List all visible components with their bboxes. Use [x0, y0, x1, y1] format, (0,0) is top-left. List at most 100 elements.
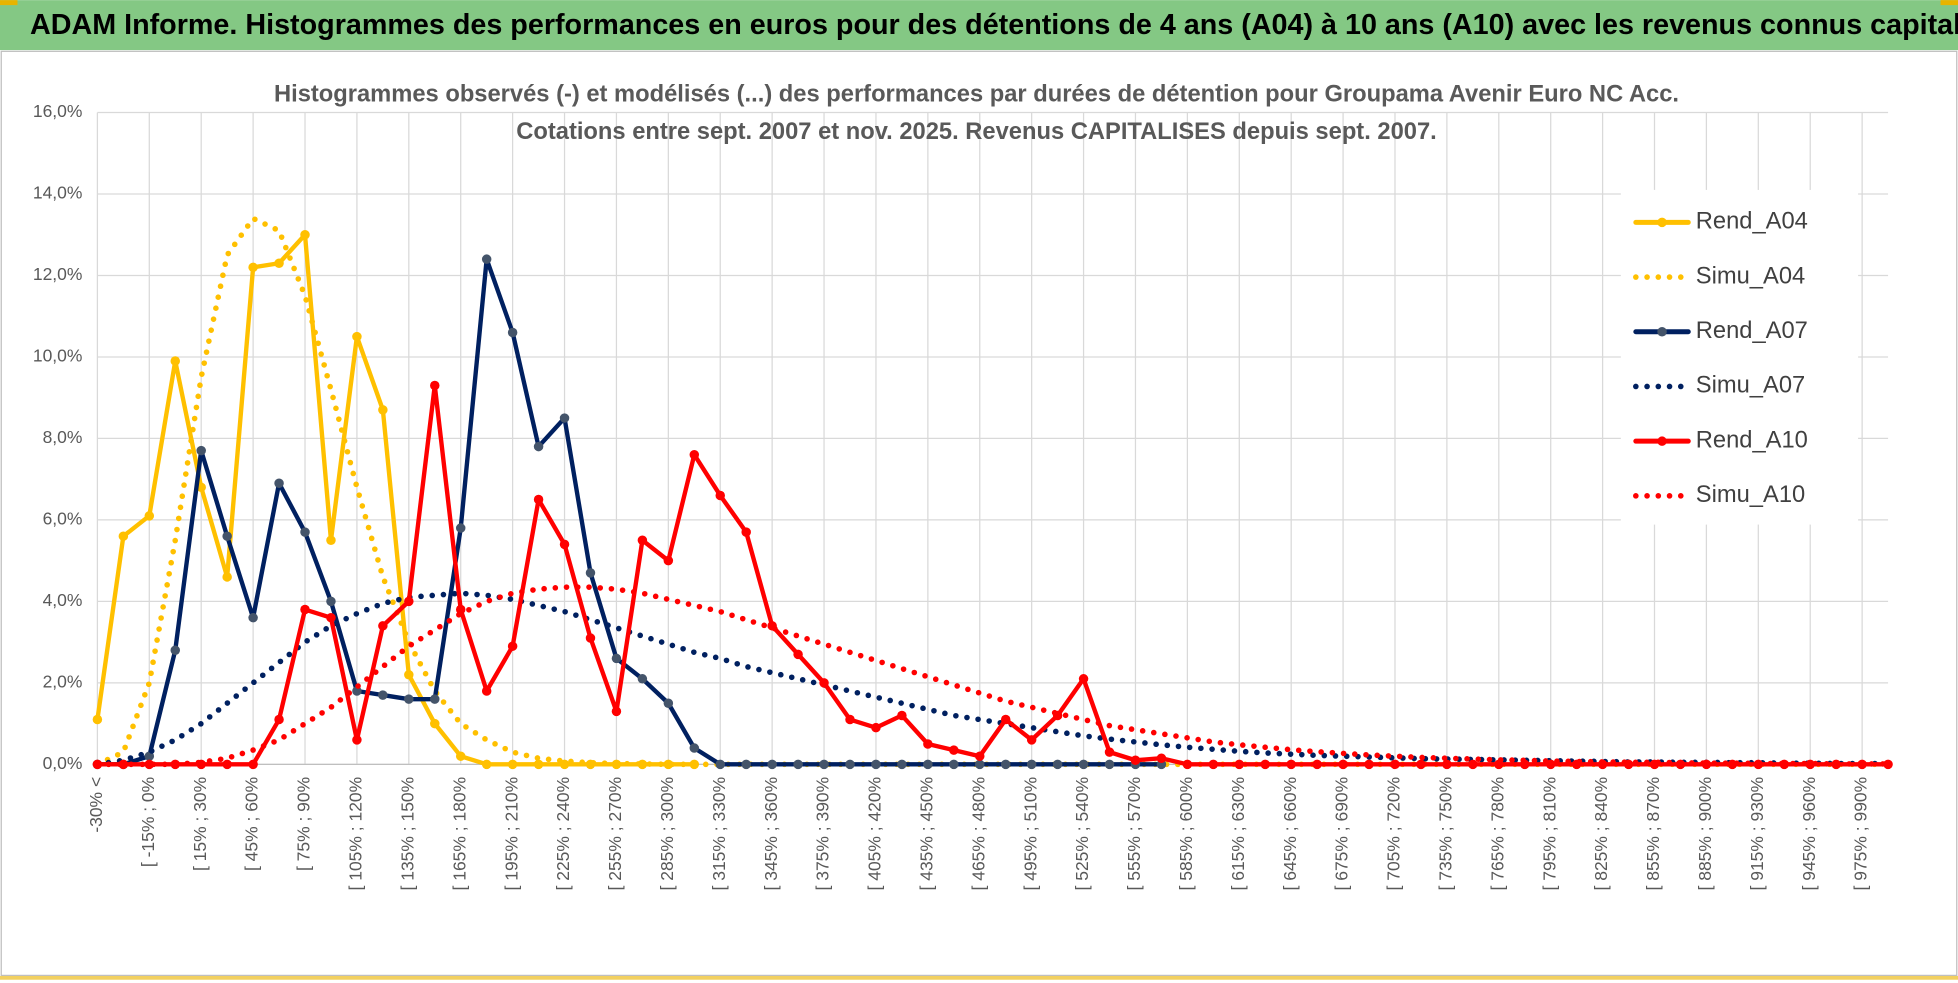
point — [92, 714, 103, 725]
x-tick-label: [ 135% ; 150% — [397, 777, 417, 891]
point — [1883, 759, 1893, 770]
y-tick-label: 14,0% — [33, 183, 83, 203]
legend-marker — [1657, 217, 1667, 228]
point — [1026, 759, 1037, 770]
point — [1000, 714, 1011, 725]
point — [170, 645, 181, 656]
x-tick-label: [ 105% ; 120% — [346, 777, 366, 891]
x-tick-label: [ 495% ; 510% — [1020, 777, 1040, 891]
y-tick-label: 16,0% — [33, 101, 83, 121]
point — [871, 722, 881, 733]
x-tick-label: [ 675% ; 690% — [1332, 777, 1352, 891]
point — [1260, 759, 1270, 770]
point — [559, 413, 570, 423]
point — [1000, 759, 1011, 770]
point — [248, 262, 258, 273]
point — [196, 445, 206, 456]
point — [378, 621, 388, 631]
point — [715, 759, 725, 770]
point — [871, 759, 881, 770]
point — [1026, 735, 1037, 745]
point — [1208, 759, 1219, 770]
y-tick-label: 2,0% — [43, 671, 83, 691]
point — [274, 258, 284, 268]
point — [222, 531, 232, 541]
point — [274, 714, 284, 725]
x-tick-label: [ -15% ; 0% — [138, 777, 158, 867]
point — [1364, 759, 1374, 770]
x-tick-label: [ 735% ; 750% — [1436, 777, 1456, 891]
x-tick-label: [ 915% ; 930% — [1747, 777, 1767, 891]
x-tick-label: [ 945% ; 960% — [1799, 777, 1819, 891]
point — [507, 641, 518, 651]
x-tick-label: [ 615% ; 630% — [1228, 777, 1248, 891]
point — [793, 649, 803, 660]
point — [404, 669, 414, 680]
point — [819, 759, 829, 770]
point — [715, 490, 725, 501]
point — [248, 759, 258, 770]
point — [1182, 759, 1193, 770]
legend-marker — [1657, 436, 1667, 446]
point — [897, 759, 907, 770]
legend-label: Rend_A07 — [1696, 318, 1808, 344]
point — [352, 331, 362, 342]
x-tick-label: [ 45% ; 60% — [242, 777, 262, 871]
x-tick-label: [ 765% ; 780% — [1487, 777, 1507, 891]
point — [300, 604, 310, 615]
y-tick-label: 12,0% — [33, 264, 83, 284]
point — [1442, 759, 1452, 770]
series — [94, 584, 1891, 768]
legend: Rend_A04 Simu_A04 Rend_A07 Simu_A07 Rend_A10… — [1620, 189, 1859, 525]
legend-label: Simu_A04 — [1696, 263, 1805, 289]
point — [975, 751, 985, 761]
observed-line — [95, 383, 1891, 767]
x-tick-label: [ 645% ; 660% — [1280, 777, 1300, 891]
point — [455, 523, 466, 533]
point — [533, 759, 544, 770]
point — [481, 686, 492, 696]
corner — [0, 0, 18, 6]
point — [507, 327, 518, 338]
point — [144, 511, 155, 521]
x-tick-label: [ 435% ; 450% — [916, 777, 936, 891]
point — [222, 572, 232, 582]
point — [1234, 759, 1245, 770]
point — [326, 596, 336, 607]
point — [300, 229, 310, 240]
point — [611, 653, 622, 664]
point — [949, 745, 959, 755]
point — [1104, 747, 1115, 757]
point — [585, 568, 596, 578]
point — [1545, 759, 1556, 770]
point — [1156, 753, 1167, 763]
point — [637, 674, 648, 684]
x-tick-label: [ 855% ; 870% — [1643, 777, 1663, 891]
y-tick-label: 10,0% — [33, 346, 83, 366]
point — [663, 555, 674, 566]
point — [1390, 759, 1400, 770]
point — [1805, 759, 1815, 770]
chart: 0,0% 2,0% 4,0% 6,0% 8,0% 10,0% 12,0% 14,0% 16,0%… — [33, 101, 1893, 890]
point — [559, 539, 570, 550]
legend-box — [1620, 189, 1859, 525]
point — [326, 612, 336, 623]
point — [118, 531, 129, 541]
point — [1104, 759, 1115, 770]
point — [352, 686, 362, 696]
point — [1078, 674, 1089, 684]
point — [274, 478, 284, 488]
point — [741, 759, 751, 770]
point — [430, 380, 440, 391]
x-tick-label: [ 705% ; 720% — [1384, 777, 1404, 891]
legend-label: Rend_A04 — [1696, 209, 1808, 235]
chart-subtitle: Cotations entre sept. 2007 et nov. 2025.… — [516, 119, 1437, 145]
legend-label: Simu_A07 — [1696, 373, 1805, 399]
point — [481, 759, 492, 770]
point — [248, 612, 258, 623]
point — [611, 706, 622, 717]
x-tick-label: [ 165% ; 180% — [449, 777, 469, 891]
x-tick-label: [ 885% ; 900% — [1695, 777, 1715, 891]
point — [1052, 759, 1063, 770]
